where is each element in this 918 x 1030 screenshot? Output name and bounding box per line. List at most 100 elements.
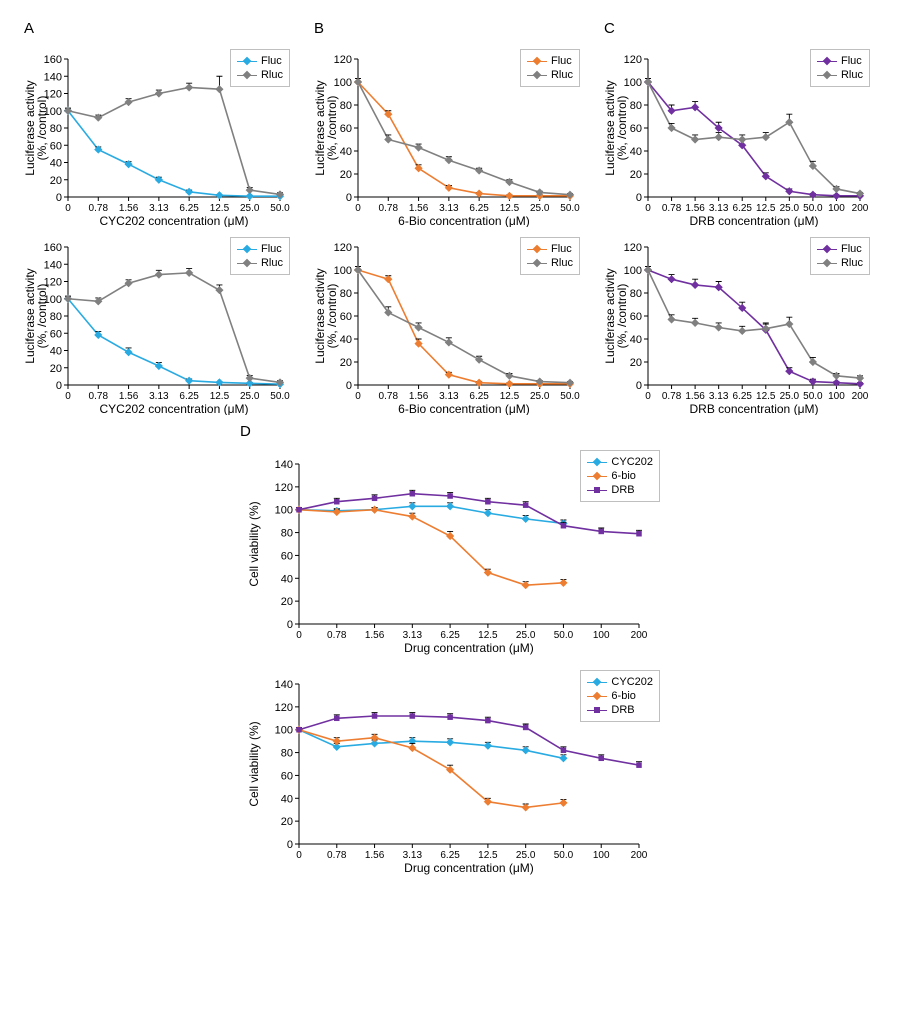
series-line xyxy=(648,270,860,384)
x-tick-label: 3.13 xyxy=(403,630,423,641)
chart-D-bottom: 02040608010012014000.781.563.136.2512.52… xyxy=(244,672,674,882)
x-tick-label: 0.78 xyxy=(327,630,347,641)
legend: FlucRluc xyxy=(810,49,870,87)
legend-item: CYC202 xyxy=(587,675,653,689)
legend-item: Rluc xyxy=(527,68,573,82)
y-tick-label: 80 xyxy=(340,288,352,300)
legend-label: Fluc xyxy=(551,54,572,68)
y-tick-label: 40 xyxy=(630,334,642,346)
x-tick-label: 0 xyxy=(645,391,651,402)
y-tick-label: 40 xyxy=(340,146,352,158)
y-axis-label: (%, /control) xyxy=(325,96,339,161)
x-tick-label: 200 xyxy=(631,850,648,861)
legend-label: CYC202 xyxy=(611,455,653,469)
y-tick-label: 0 xyxy=(56,380,62,392)
y-tick-label: 0 xyxy=(636,380,642,392)
legend-item: 6-bio xyxy=(587,469,653,483)
y-tick-label: 140 xyxy=(44,259,62,271)
x-tick-label: 3.13 xyxy=(403,850,423,861)
y-tick-label: 80 xyxy=(281,748,293,760)
x-tick-label: 12.5 xyxy=(478,630,498,641)
y-tick-label: 100 xyxy=(624,265,642,277)
series-line xyxy=(648,82,860,194)
legend-item: Fluc xyxy=(527,242,573,256)
y-tick-label: 80 xyxy=(281,528,293,540)
x-tick-label: 0.78 xyxy=(89,203,109,214)
x-tick-label: 0 xyxy=(65,203,71,214)
y-tick-label: 40 xyxy=(50,158,62,170)
x-tick-label: 12.5 xyxy=(756,391,776,402)
x-tick-label: 1.56 xyxy=(685,203,705,214)
legend-item: DRB xyxy=(587,483,653,497)
y-tick-label: 20 xyxy=(281,816,293,828)
legend-item: Fluc xyxy=(527,54,573,68)
x-tick-label: 3.13 xyxy=(149,391,169,402)
y-tick-label: 120 xyxy=(334,54,352,66)
y-tick-label: 20 xyxy=(340,169,352,181)
legend-label: Fluc xyxy=(261,54,282,68)
legend-item: Fluc xyxy=(817,54,863,68)
chart-C-bottom: 02040608010012000.781.563.136.2512.525.0… xyxy=(600,235,880,415)
panel-label-A: A xyxy=(24,20,300,37)
x-tick-label: 50.0 xyxy=(554,630,574,641)
x-tick-label: 0.78 xyxy=(89,391,109,402)
y-tick-label: 160 xyxy=(44,54,62,66)
chart-B-top: 02040608010012000.781.563.136.2512.525.0… xyxy=(310,47,590,227)
x-tick-label: 0 xyxy=(355,203,361,214)
y-tick-label: 60 xyxy=(50,140,62,152)
x-tick-label: 12.5 xyxy=(500,391,520,402)
top-row: A 02040608010012014016000.781.563.136.25… xyxy=(20,20,898,415)
y-tick-label: 100 xyxy=(275,725,293,737)
x-tick-label: 25.0 xyxy=(516,850,536,861)
x-tick-label: 200 xyxy=(852,391,869,402)
x-tick-label: 3.13 xyxy=(149,203,169,214)
x-tick-label: 25.0 xyxy=(240,391,260,402)
x-tick-label: 0 xyxy=(296,630,302,641)
x-axis-label: Drug concentration (μM) xyxy=(404,861,534,875)
series-line xyxy=(299,730,563,759)
chart-C-top: 02040608010012000.781.563.136.2512.525.0… xyxy=(600,47,880,227)
x-tick-label: 6.25 xyxy=(440,850,460,861)
x-tick-label: 50.0 xyxy=(270,203,290,214)
x-tick-label: 1.56 xyxy=(119,203,139,214)
x-tick-label: 0.78 xyxy=(327,850,347,861)
y-axis-label: Cell viability (%) xyxy=(247,721,261,806)
legend: FlucRluc xyxy=(230,49,290,87)
x-tick-label: 25.0 xyxy=(516,630,536,641)
y-tick-label: 20 xyxy=(340,357,352,369)
x-axis-label: DRB concentration (μM) xyxy=(690,402,819,415)
legend-item: Rluc xyxy=(237,256,283,270)
x-tick-label: 50.0 xyxy=(803,203,823,214)
y-tick-label: 80 xyxy=(50,311,62,323)
x-tick-label: 1.56 xyxy=(685,391,705,402)
y-tick-label: 120 xyxy=(275,482,293,494)
x-tick-label: 0.78 xyxy=(662,203,682,214)
legend: FlucRluc xyxy=(810,237,870,275)
series-line xyxy=(68,273,280,383)
y-tick-label: 0 xyxy=(346,192,352,204)
x-tick-label: 1.56 xyxy=(119,391,139,402)
x-tick-label: 0 xyxy=(355,391,361,402)
x-tick-label: 50.0 xyxy=(270,391,290,402)
x-tick-label: 6.25 xyxy=(440,630,460,641)
x-tick-label: 12.5 xyxy=(210,391,230,402)
y-tick-label: 140 xyxy=(44,71,62,83)
legend-item: Rluc xyxy=(237,68,283,82)
x-tick-label: 3.13 xyxy=(439,203,459,214)
legend-item: DRB xyxy=(587,703,653,717)
x-tick-label: 6.25 xyxy=(469,203,489,214)
x-axis-label: 6-Bio concentration (μM) xyxy=(398,214,530,227)
y-tick-label: 120 xyxy=(624,54,642,66)
col-A: A 02040608010012014016000.781.563.136.25… xyxy=(20,20,300,415)
x-tick-label: 1.56 xyxy=(409,203,429,214)
y-tick-label: 60 xyxy=(630,123,642,135)
y-tick-label: 60 xyxy=(630,311,642,323)
x-tick-label: 100 xyxy=(593,630,610,641)
legend-label: Rluc xyxy=(841,68,863,82)
x-tick-label: 25.0 xyxy=(240,203,260,214)
y-axis-label: Cell viability (%) xyxy=(247,501,261,586)
x-tick-label: 0 xyxy=(65,391,71,402)
x-tick-label: 25.0 xyxy=(780,203,800,214)
y-tick-label: 0 xyxy=(346,380,352,392)
bottom-row: D 02040608010012014000.781.563.136.2512.… xyxy=(20,423,898,882)
